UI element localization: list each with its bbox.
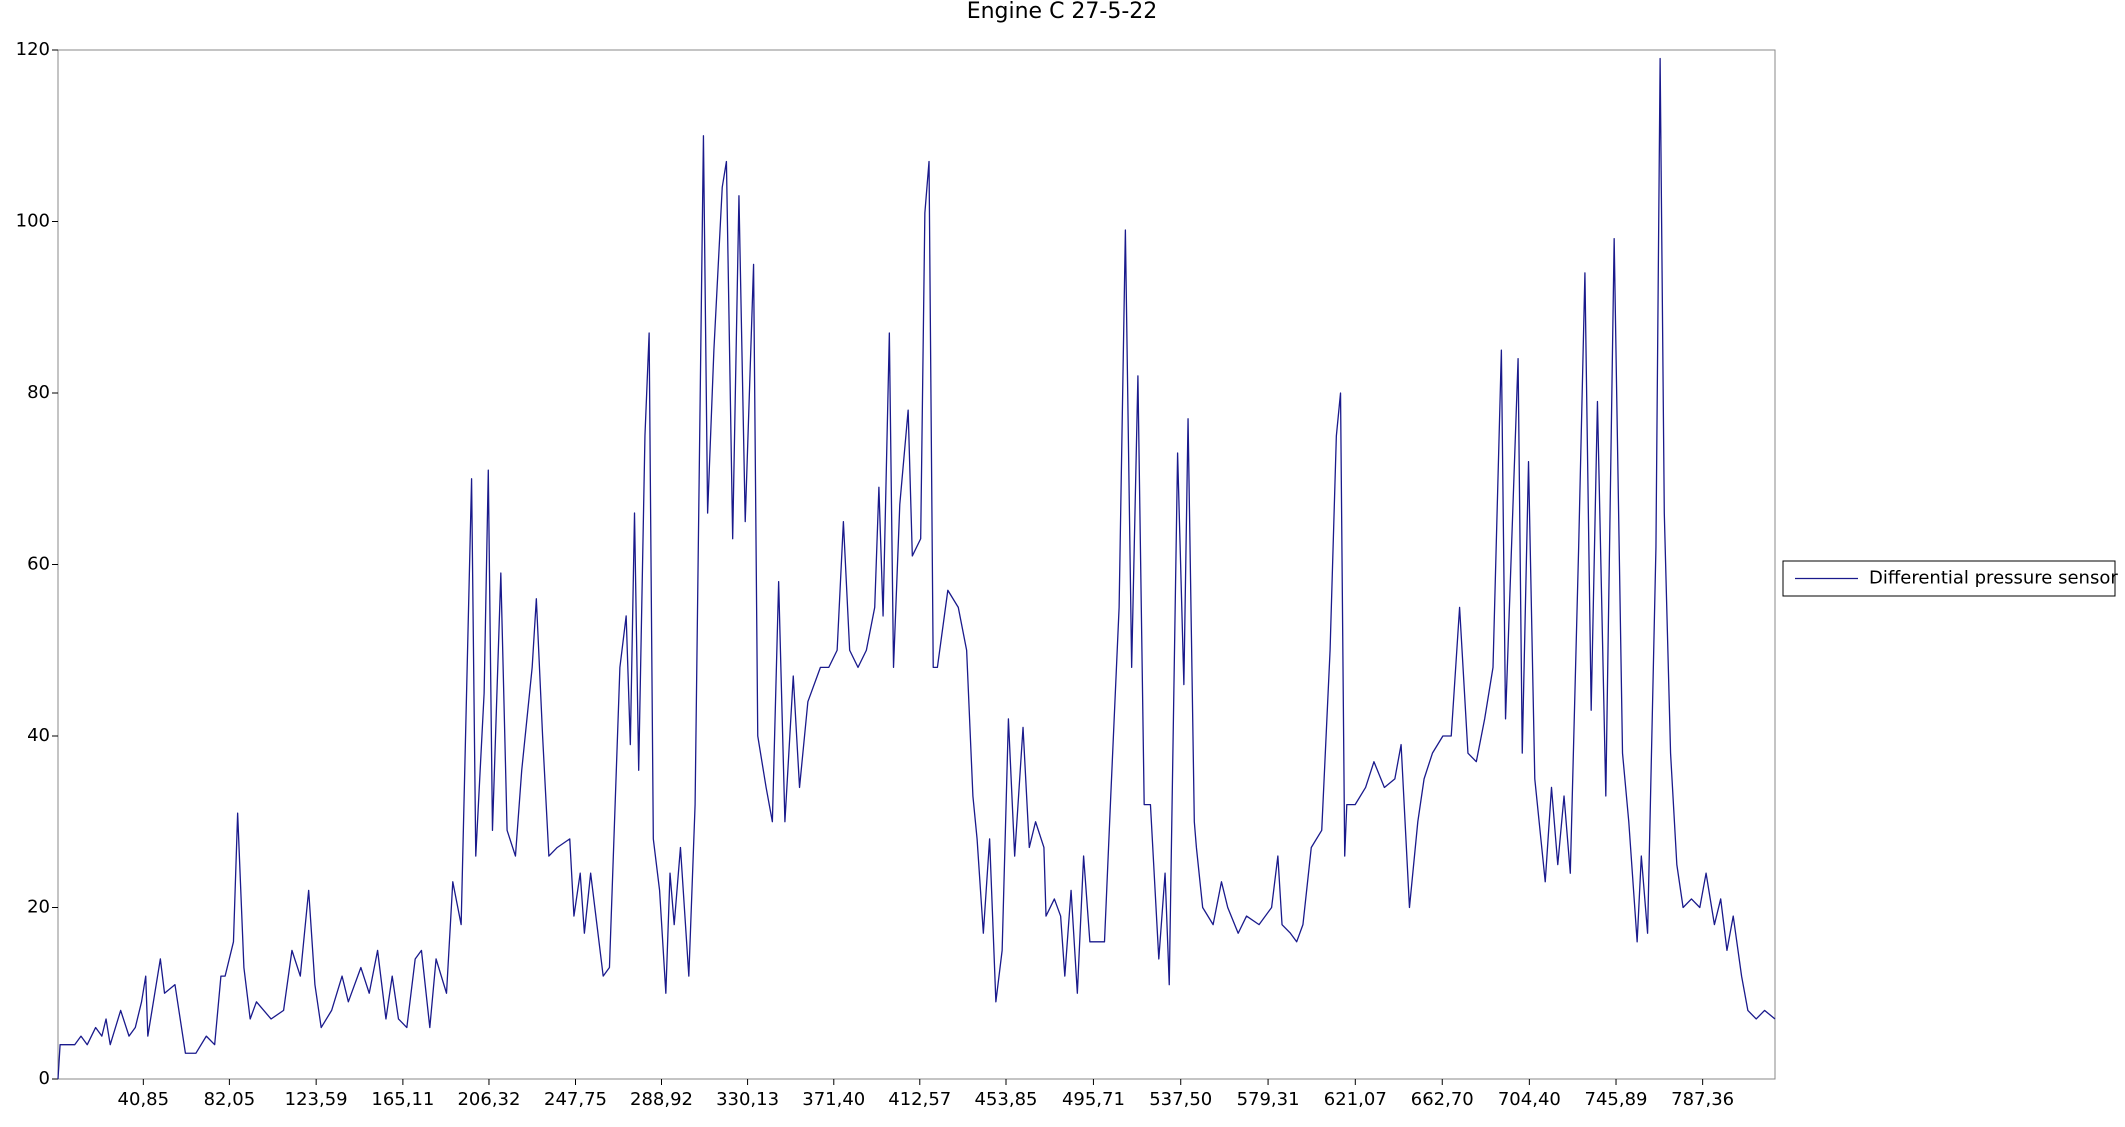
x-tick-label: 412,57 [888, 1089, 951, 1110]
x-tick-label: 371,40 [802, 1089, 865, 1110]
plot-frame [57, 49, 1776, 1080]
x-tick-label: 787,36 [1671, 1089, 1734, 1110]
x-tick-label: 288,92 [630, 1089, 693, 1110]
x-tick-label: 330,13 [716, 1089, 779, 1110]
x-tick-label: 495,71 [1062, 1089, 1125, 1110]
x-tick-label: 206,32 [457, 1089, 520, 1110]
y-tick-label: 60 [27, 554, 50, 575]
x-tick-label: 247,75 [544, 1089, 607, 1110]
x-tick-label: 40,85 [118, 1089, 170, 1110]
x-tick-label: 82,05 [204, 1089, 256, 1110]
x-tick-label: 537,50 [1149, 1089, 1212, 1110]
x-tick-label: 621,07 [1324, 1089, 1387, 1110]
legend-label: Differential pressure sensor [1869, 568, 2118, 589]
y-tick-label: 40 [27, 725, 50, 746]
x-tick-label: 453,85 [975, 1089, 1038, 1110]
x-tick-label: 745,89 [1585, 1089, 1648, 1110]
data-line [57, 57, 1776, 1080]
y-tick-label: 80 [27, 382, 50, 403]
y-tick-label: 0 [39, 1068, 50, 1089]
y-tick-label: 20 [27, 897, 50, 918]
x-tick-label: 704,40 [1498, 1089, 1561, 1110]
x-tick-label: 579,31 [1237, 1089, 1300, 1110]
chart-title: Engine C 27-5-22 [967, 0, 1158, 24]
x-tick-label: 165,11 [371, 1089, 434, 1110]
y-tick-label: 120 [16, 39, 50, 60]
x-tick-label: 662,70 [1411, 1089, 1474, 1110]
x-tick-label: 123,59 [285, 1089, 348, 1110]
y-tick-label: 100 [16, 211, 50, 232]
